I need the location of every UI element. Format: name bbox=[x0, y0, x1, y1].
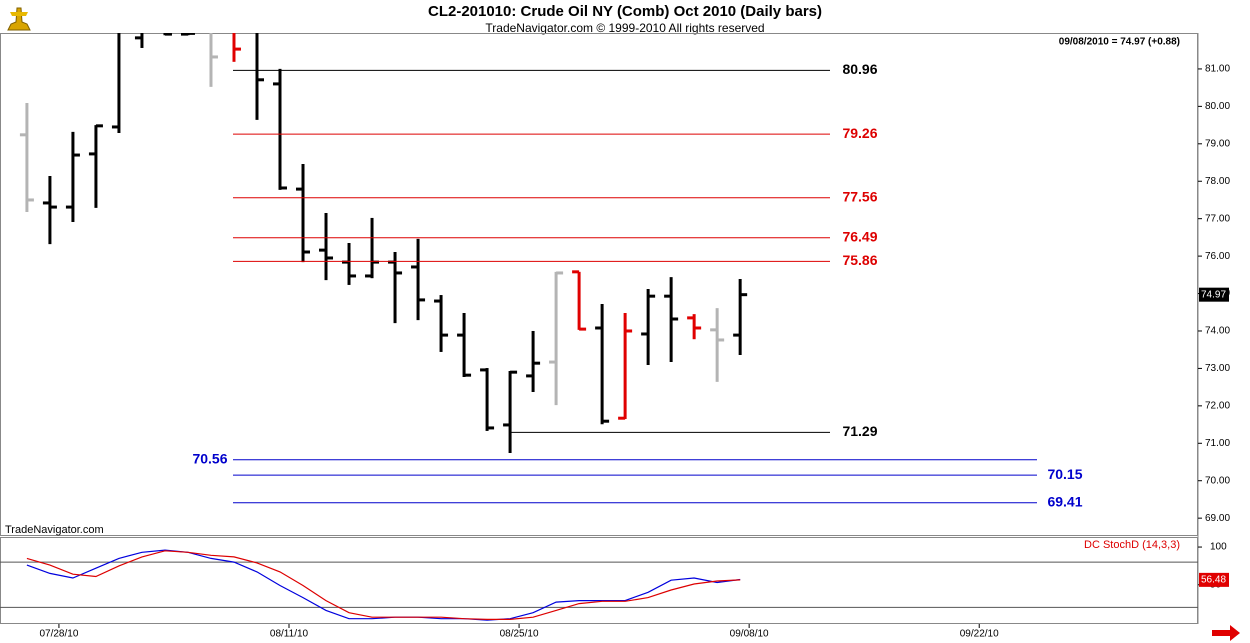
y-tick-label: 100 bbox=[1210, 542, 1227, 553]
scroll-arrow[interactable] bbox=[1212, 625, 1240, 641]
level-label: 69.41 bbox=[1047, 494, 1082, 510]
level-label: 75.86 bbox=[842, 252, 877, 268]
level-label: 70.56 bbox=[192, 450, 227, 466]
ohlc-bar bbox=[42, 176, 57, 245]
y-tick-label: 74.00 bbox=[1205, 326, 1230, 337]
current-price-label: 74.97 bbox=[1201, 289, 1226, 300]
level-label: 79.26 bbox=[842, 125, 877, 141]
ohlc-bar bbox=[180, 33, 195, 36]
watermark: TradeNavigator.com bbox=[5, 524, 104, 536]
level-label: 76.49 bbox=[842, 228, 877, 244]
ohlc-bar bbox=[411, 238, 426, 321]
y-tick-label: 81.00 bbox=[1205, 64, 1230, 75]
y-tick-label: 79.00 bbox=[1205, 138, 1230, 149]
x-tick-label: 09/22/10 bbox=[960, 629, 999, 640]
ohlc-bar bbox=[733, 278, 748, 355]
ohlc-bar bbox=[163, 33, 172, 36]
x-tick-label: 09/08/10 bbox=[730, 629, 769, 640]
ohlc-bar bbox=[595, 304, 610, 425]
ohlc-bar bbox=[88, 124, 103, 208]
y-tick-label: 78.00 bbox=[1205, 176, 1230, 187]
current-value-label: 56.48 bbox=[1201, 575, 1226, 586]
y-tick-label: 72.00 bbox=[1205, 400, 1230, 411]
level-label: 80.96 bbox=[842, 61, 877, 77]
y-tick-label: 73.00 bbox=[1205, 363, 1230, 374]
ohlc-bar bbox=[664, 277, 679, 363]
ohlc-bar bbox=[710, 308, 725, 382]
ohlc-bar bbox=[618, 313, 633, 420]
stoch-line bbox=[26, 549, 741, 621]
ohlc-bar bbox=[319, 213, 334, 281]
ohlc-bar bbox=[203, 33, 218, 87]
ohlc-bar bbox=[457, 313, 472, 378]
ohlc-bar bbox=[480, 368, 495, 431]
y-tick-label: 70.00 bbox=[1205, 475, 1230, 486]
ohlc-bar bbox=[572, 270, 587, 331]
ohlc-bar bbox=[549, 271, 564, 406]
ohlc-bar bbox=[365, 217, 380, 279]
chart-title: CL2-201010: Crude Oil NY (Comb) Oct 2010… bbox=[428, 3, 822, 20]
y-tick-label: 71.00 bbox=[1205, 438, 1230, 449]
ohlc-bar bbox=[111, 33, 121, 133]
ohlc-bar bbox=[641, 289, 656, 366]
y-tick-label: 80.00 bbox=[1205, 101, 1230, 112]
ohlc-bar bbox=[65, 131, 80, 223]
ohlc-bar bbox=[232, 33, 241, 62]
ohlc-bar bbox=[342, 243, 357, 285]
ohlc-bar bbox=[134, 33, 149, 48]
y-tick-label: 69.00 bbox=[1205, 513, 1230, 524]
current-value-box bbox=[1199, 572, 1229, 587]
ohlc-bar bbox=[503, 370, 518, 454]
ohlc-bar bbox=[526, 330, 541, 392]
level-label: 70.15 bbox=[1047, 466, 1082, 482]
y-tick-label: 76.00 bbox=[1205, 251, 1230, 262]
ohlc-bar bbox=[687, 314, 702, 340]
logo bbox=[7, 7, 31, 31]
level-label: 77.56 bbox=[842, 188, 877, 204]
ohlc-bar bbox=[296, 164, 311, 263]
ohlc-bar bbox=[19, 103, 34, 212]
chart-subtitle: TradeNavigator.com © 1999-2010 All right… bbox=[485, 21, 764, 35]
ohlc-bar bbox=[388, 251, 403, 324]
price-plot bbox=[19, 33, 748, 454]
last-quote: 09/08/2010 = 74.97 (+0.88) bbox=[1059, 37, 1180, 48]
current-price-box bbox=[1199, 287, 1229, 302]
stoch-title: DC StochD (14,3,3) bbox=[1084, 539, 1180, 551]
ohlc-bar bbox=[273, 68, 288, 190]
stoch-line bbox=[26, 550, 741, 621]
x-tick-label: 08/25/10 bbox=[500, 629, 539, 640]
y-tick-label: 77.00 bbox=[1205, 213, 1230, 224]
ohlc-bar bbox=[434, 295, 449, 352]
x-tick-label: 07/28/10 bbox=[39, 629, 78, 640]
level-label: 71.29 bbox=[842, 423, 877, 439]
x-tick-label: 08/11/10 bbox=[270, 629, 309, 640]
